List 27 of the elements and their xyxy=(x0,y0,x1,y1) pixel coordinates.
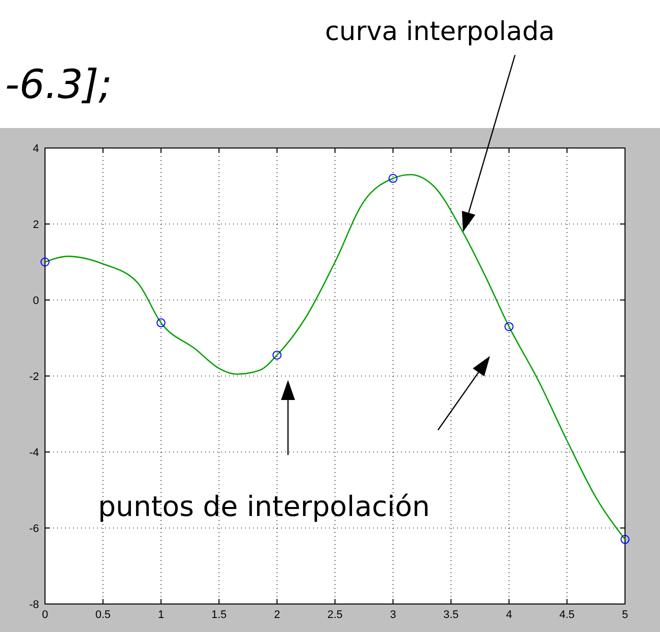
y-tick-label: -2 xyxy=(29,371,39,383)
y-tick-label: 0 xyxy=(32,295,39,307)
y-tick-label: -6 xyxy=(29,523,39,535)
x-tick-label: 5 xyxy=(622,609,628,621)
point xyxy=(388,174,398,183)
text: -6.3]; xyxy=(5,62,112,108)
x-tick-label: 2 xyxy=(274,609,280,621)
point xyxy=(272,350,282,360)
x-tick-label: 1.5 xyxy=(211,609,227,621)
text: curva interpolada xyxy=(325,17,555,47)
x-tick-label: 0.5 xyxy=(95,609,111,621)
x-tick-label: 3 xyxy=(390,609,396,621)
x-tick-label: 4.5 xyxy=(559,609,575,621)
y-tick-label: -4 xyxy=(29,447,39,459)
point xyxy=(156,318,166,328)
point xyxy=(620,534,630,544)
x-tick-label: 2.5 xyxy=(327,609,343,621)
y-tick-label: -8 xyxy=(29,599,39,611)
x-tick-label: 3.5 xyxy=(443,609,459,621)
y-tick-label: 2 xyxy=(32,219,39,231)
y-tick-label: 4 xyxy=(32,143,39,155)
x-tick-label: 4 xyxy=(506,609,512,621)
point xyxy=(504,322,514,332)
x-tick-label: 1 xyxy=(158,609,164,621)
point xyxy=(40,258,50,266)
annotation: puntos de interpolación xyxy=(98,490,430,523)
x-tick-label: 0 xyxy=(42,609,48,621)
